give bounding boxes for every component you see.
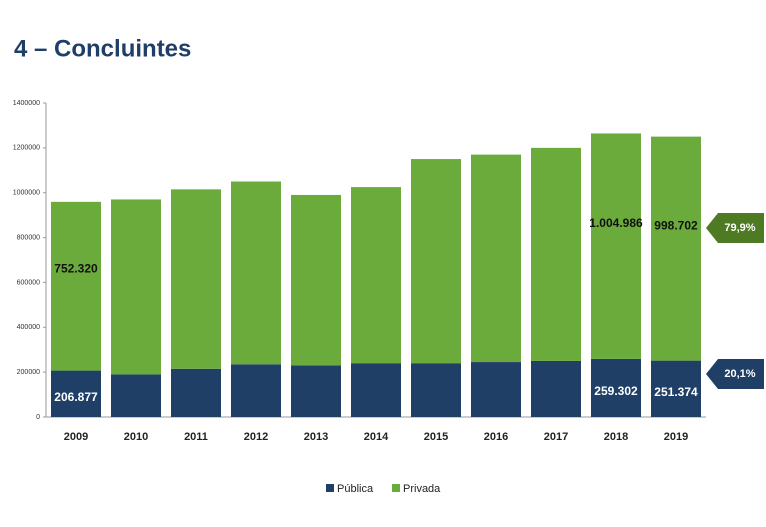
legend-swatch — [326, 484, 334, 492]
bar-segment — [651, 360, 701, 417]
bar-segment — [411, 159, 461, 364]
bar-segment — [51, 370, 101, 417]
x-tick-label: 2018 — [604, 431, 628, 443]
bar-segment — [471, 362, 521, 417]
bar-segment — [291, 194, 341, 366]
bar-segment — [111, 374, 161, 417]
legend-label: Pública — [337, 483, 374, 495]
bar-segment — [411, 363, 461, 417]
legend-label: Privada — [403, 483, 441, 495]
y-tick-label: 1400000 — [13, 100, 40, 107]
callout-label: 79,9% — [724, 222, 755, 234]
x-tick-label: 2009 — [64, 431, 88, 443]
y-tick-label: 800000 — [17, 234, 40, 241]
bar-segment — [51, 201, 101, 371]
x-tick-label: 2017 — [544, 431, 568, 443]
bar-segment — [591, 133, 641, 359]
callout-label: 20,1% — [724, 368, 755, 380]
bar-segment — [291, 365, 341, 417]
value-label: 752.320 — [54, 262, 98, 276]
bar-segment — [531, 360, 581, 417]
bar-segment — [651, 136, 701, 361]
y-tick-label: 600000 — [17, 279, 40, 286]
y-tick-label: 200000 — [17, 369, 40, 376]
bar-segment — [171, 189, 221, 369]
y-tick-label: 0 — [36, 414, 40, 421]
callout-shape — [706, 213, 764, 243]
bar-segment — [231, 181, 281, 365]
x-tick-label: 2010 — [124, 431, 148, 443]
x-tick-label: 2016 — [484, 431, 508, 443]
value-label: 1.004.986 — [589, 216, 643, 230]
x-tick-label: 2011 — [184, 431, 208, 443]
bar-segment — [351, 187, 401, 364]
bar-segment — [231, 364, 281, 417]
value-label: 206.877 — [54, 390, 98, 404]
value-label: 259.302 — [594, 384, 638, 398]
value-label: 251.374 — [654, 385, 698, 399]
x-tick-label: 2015 — [424, 431, 448, 443]
x-tick-label: 2014 — [364, 431, 389, 443]
chart-title: 4 – Concluintes — [14, 35, 191, 62]
x-tick-label: 2019 — [664, 431, 688, 443]
bar-segment — [351, 363, 401, 417]
x-tick-label: 2012 — [244, 431, 268, 443]
bar-segment — [471, 154, 521, 363]
bar-segment — [591, 358, 641, 417]
y-tick-label: 1000000 — [13, 190, 40, 197]
value-label: 998.702 — [654, 218, 698, 232]
bar-segment — [171, 368, 221, 417]
callout-shape — [706, 359, 764, 389]
x-tick-label: 2013 — [304, 431, 328, 443]
y-tick-label: 400000 — [17, 324, 40, 331]
bar-segment — [111, 199, 161, 375]
y-tick-label: 1200000 — [13, 145, 40, 152]
legend-swatch — [392, 484, 400, 492]
bar-segment — [531, 147, 581, 361]
